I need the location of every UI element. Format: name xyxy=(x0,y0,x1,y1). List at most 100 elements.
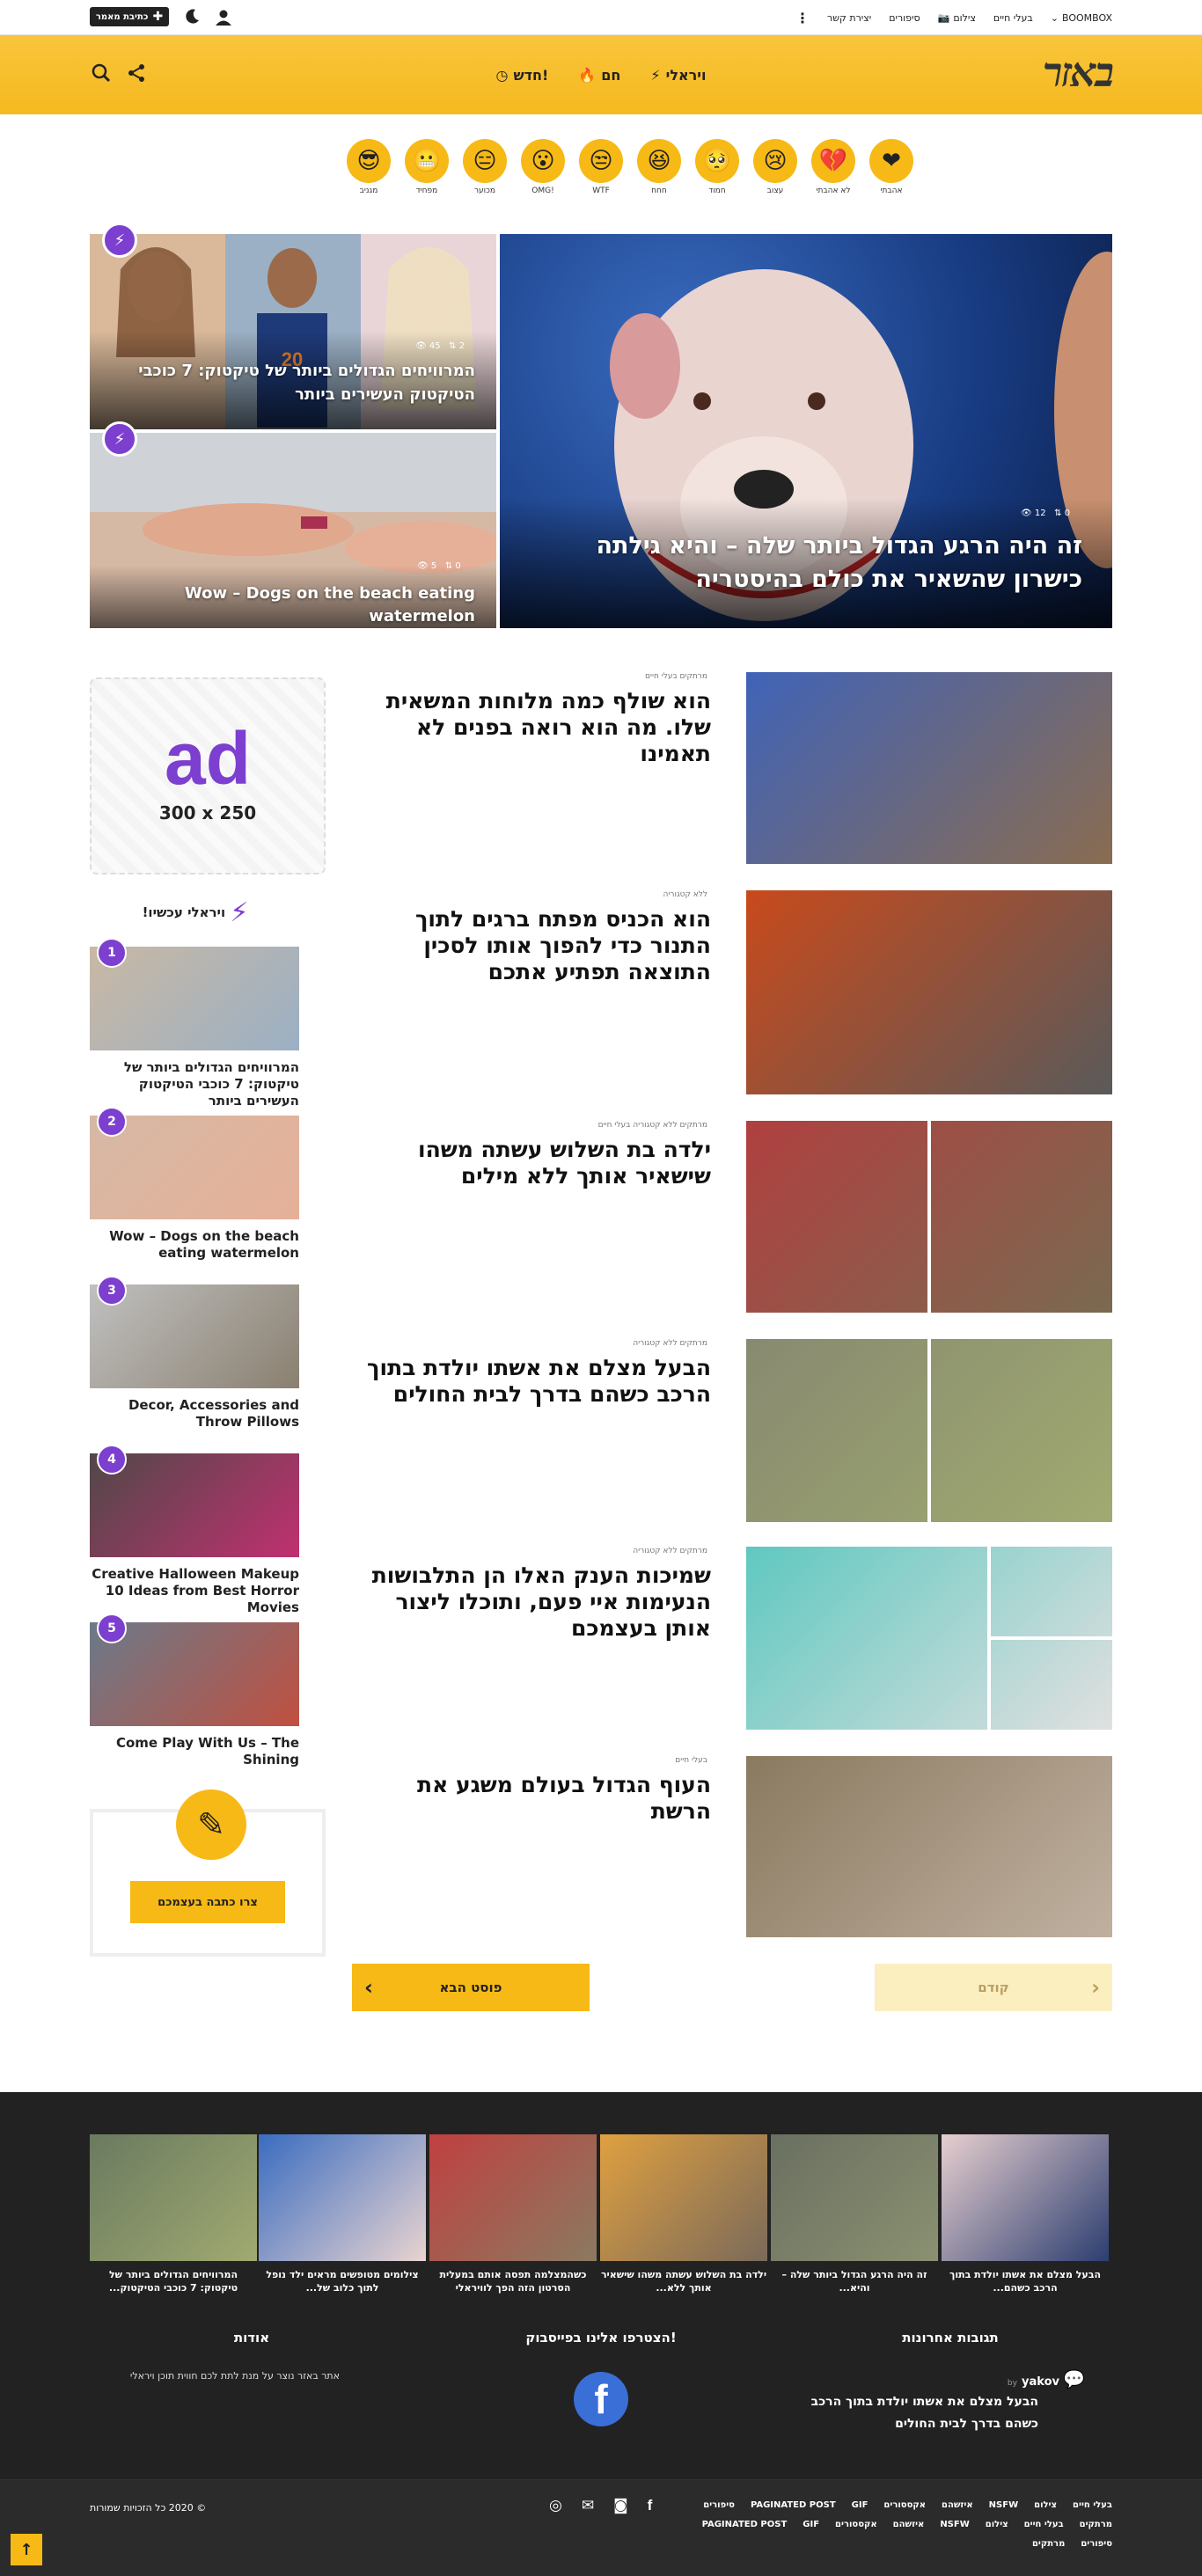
article-title[interactable]: ילדה בת השלוש עשתה משהו שישאיר אותך ללא … xyxy=(418,1137,711,1189)
article-image[interactable] xyxy=(746,1756,1112,1937)
bottom-link[interactable]: סיפורים xyxy=(703,2500,735,2510)
bottom-link[interactable]: מרתקים xyxy=(1079,2520,1112,2529)
hero-top[interactable]: 20 👁 45 ⇅ 2 המרוויחים הגדולים ביותר של ט… xyxy=(90,234,496,429)
footer-thumb-image[interactable] xyxy=(429,2134,597,2261)
nav-viral[interactable]: ⚡ ויראלי xyxy=(650,66,707,84)
write-cta-button[interactable]: צרו כתבה בעצמכם xyxy=(130,1881,285,1923)
bottom-link[interactable]: בעלי חיים xyxy=(1073,2500,1112,2510)
bottom-link[interactable]: PAGINATED POST xyxy=(750,2500,836,2510)
sidebar-item-image[interactable] xyxy=(90,1284,299,1388)
article-image[interactable] xyxy=(746,1339,1112,1522)
user-icon[interactable] xyxy=(215,9,232,26)
article-image[interactable] xyxy=(746,672,1112,864)
article-title[interactable]: שמיכות הענק האלו הן התלבושות הנעימות איי… xyxy=(371,1562,711,1641)
top-nav-animals[interactable]: בעלי חיים xyxy=(993,11,1033,24)
bottom-link[interactable]: אקססורים xyxy=(883,2500,927,2510)
article-title[interactable]: הוא שולף כמה מלוחות המשאית שלו. מה הוא ר… xyxy=(385,688,711,766)
sidebar-item-title[interactable]: המרוויחים הגדולים ביותר של טיקטוק: 7 כוכ… xyxy=(123,1059,299,1109)
bottom-link[interactable]: GIF xyxy=(803,2520,820,2529)
bottom-link[interactable]: NSFW xyxy=(988,2500,1019,2510)
article-meta[interactable]: ללא קטגוריה xyxy=(663,890,707,899)
dark-mode-icon[interactable] xyxy=(183,8,201,26)
sidebar-item-title[interactable]: Come Play With Us – The Shining xyxy=(115,1735,299,1767)
sidebar-item-image[interactable] xyxy=(90,1622,299,1726)
facebook-small-icon[interactable]: f xyxy=(647,2497,653,2514)
article-title[interactable]: העוף הגדול בעולם משגע את הרשת xyxy=(417,1772,711,1824)
scroll-top-button[interactable]: ↑ xyxy=(11,2534,42,2565)
bottom-link[interactable]: PAGINATED POST xyxy=(701,2520,788,2529)
top-nav-stories[interactable]: סיפורים xyxy=(889,11,920,24)
bottom-link[interactable]: צילום xyxy=(1034,2500,1058,2510)
article-meta[interactable]: מרתקים ללא קטגוריה xyxy=(633,1339,707,1348)
footer-thumb-image[interactable] xyxy=(90,2134,257,2261)
footer-thumb-image[interactable] xyxy=(942,2134,1109,2261)
footer-thumb-title[interactable]: כשהמצלמה תפסה אותם במעלית הסרטון הזה הפך… xyxy=(439,2269,587,2294)
hero-bottom-title[interactable]: Wow – Dogs on the beach eating watermelo… xyxy=(184,584,475,626)
more-vertical-icon[interactable]: ⋮ xyxy=(795,9,810,26)
bottom-link[interactable]: אקססורים xyxy=(835,2520,877,2529)
reaction-7[interactable]: 😑 מכוער xyxy=(463,139,507,195)
bottom-link[interactable]: מרתקים xyxy=(1031,2539,1066,2549)
footer-thumb-title[interactable]: ילדה בת השלוש עשתה משהו שישאיר אותך ללא.… xyxy=(600,2269,767,2294)
footer-thumb-title[interactable]: צילומים מטופשים מראים ילד נופל לתוך כלוב… xyxy=(266,2269,419,2294)
footer-thumb-title[interactable]: המרוויחים הגדולים ביותר של טיקטוק: 7 כוכ… xyxy=(108,2269,238,2294)
ad-box[interactable]: ad 300 x 250 xyxy=(90,677,326,875)
hero-bottom[interactable]: 👁 5 ⇅ 0 Wow – Dogs on the beach eating w… xyxy=(90,433,496,628)
article-meta[interactable]: בעלי חיים xyxy=(675,1756,707,1765)
bottom-link[interactable]: צילום xyxy=(985,2520,1008,2529)
article-title[interactable]: הבעל מצלם את אשתו יולדת בתוך הרכב כשהם ב… xyxy=(367,1355,711,1407)
sidebar-item-image[interactable] xyxy=(90,1116,299,1219)
article-meta[interactable]: מרתקים בעלי חיים xyxy=(644,672,707,681)
top-nav-boombox[interactable]: ⌄ BOOMBOX xyxy=(1050,11,1112,24)
bottom-link[interactable]: איזשהם xyxy=(942,2500,973,2510)
whatsapp-icon[interactable]: ◎ xyxy=(549,2497,562,2514)
sidebar-item-image[interactable] xyxy=(90,947,299,1050)
sidebar-item-title[interactable]: Decor, Accessories and Throw Pillows xyxy=(128,1397,299,1430)
bottom-link[interactable]: NSFW xyxy=(940,2520,970,2529)
next-button[interactable]: ‹ פוסט הבא xyxy=(352,1964,590,2011)
footer-thumb-title[interactable]: הבעל מצלם את אשתו יולדת בתוך הרכב כשהם..… xyxy=(949,2269,1101,2294)
reaction-2[interactable]: 😢 עצוב xyxy=(753,139,797,195)
bottom-link[interactable]: איזשהם xyxy=(892,2520,925,2529)
nav-new[interactable]: ◷ חדש! xyxy=(495,66,549,84)
search-icon[interactable] xyxy=(92,63,111,86)
footer-thumb-title[interactable]: זה היה הרגע הגדול ביותר שלה – והיא... xyxy=(781,2269,927,2294)
footer-thumb-image[interactable] xyxy=(771,2134,938,2261)
hero-top-title[interactable]: המרוויחים הגדולים ביותר של טיקטוק: 7 כוכ… xyxy=(138,362,475,404)
reaction-8[interactable]: 😬 מפחיד xyxy=(405,139,449,195)
sidebar-item-title[interactable]: Wow – Dogs on the beach eating watermelo… xyxy=(109,1228,299,1261)
reaction-0[interactable]: ❤ אהבתי xyxy=(869,139,913,195)
reaction-5[interactable]: 😒 WTF xyxy=(579,139,623,195)
top-nav-contact[interactable]: יצירת קשר xyxy=(827,11,872,24)
instagram-icon[interactable]: ◙ xyxy=(613,2497,628,2514)
reaction-3[interactable]: 🥺 חמוד xyxy=(695,139,739,195)
footer-thumb-image[interactable] xyxy=(600,2134,767,2261)
article-image[interactable] xyxy=(746,1121,1112,1313)
nav-hot[interactable]: 🔥 חם xyxy=(578,66,621,84)
article-meta[interactable]: מרתקים ללא קטגוריה בעלי חיים xyxy=(597,1121,707,1130)
article-image[interactable] xyxy=(746,890,1112,1094)
reaction-4[interactable]: 😆 חחח xyxy=(637,139,681,195)
sidebar-item-title[interactable]: Creative Halloween Makeup 10 Ideas from … xyxy=(92,1566,299,1615)
site-logo[interactable]: באזר xyxy=(1042,48,1114,96)
reaction-6[interactable]: 😮 OMG! xyxy=(521,139,565,195)
comment-user-link[interactable]: yakov xyxy=(1022,2375,1059,2389)
facebook-icon[interactable]: f xyxy=(574,2372,628,2426)
hero-main-title[interactable]: זה היה הרגע הגדול ביותר שלה – והיא גילתה… xyxy=(596,532,1082,593)
prev-button[interactable]: קודם › xyxy=(875,1964,1112,2011)
write-article-button[interactable]: ✚ כתיבת מאמר xyxy=(90,7,169,26)
footer-thumb-image[interactable] xyxy=(259,2134,426,2261)
article-image[interactable] xyxy=(746,1547,1112,1730)
hero-main[interactable]: 👁 12 ⇅ 0 זה היה הרגע הגדול ביותר שלה – ו… xyxy=(500,234,1112,628)
email-icon[interactable]: ✉ xyxy=(581,2497,595,2514)
reaction-1[interactable]: 💔 לא אהבתי xyxy=(811,139,855,195)
bottom-link[interactable]: בעלי חיים xyxy=(1023,2520,1064,2529)
top-nav-photo[interactable]: 📷 צילום xyxy=(937,11,976,24)
article-title[interactable]: הוא הכניס מפתח ברגים לתוך התנור כדי להפו… xyxy=(414,906,711,984)
comment-text[interactable]: הבעל מצלם את אשתו יולדת בתוך הרכב כשהם ב… xyxy=(810,2395,1038,2431)
reaction-9[interactable]: 😎 מגניב xyxy=(347,139,391,195)
bottom-link[interactable]: סיפורים xyxy=(1081,2539,1112,2549)
bottom-link[interactable]: GIF xyxy=(851,2500,869,2510)
sidebar-item-image[interactable] xyxy=(90,1453,299,1557)
share-icon[interactable] xyxy=(127,63,146,86)
